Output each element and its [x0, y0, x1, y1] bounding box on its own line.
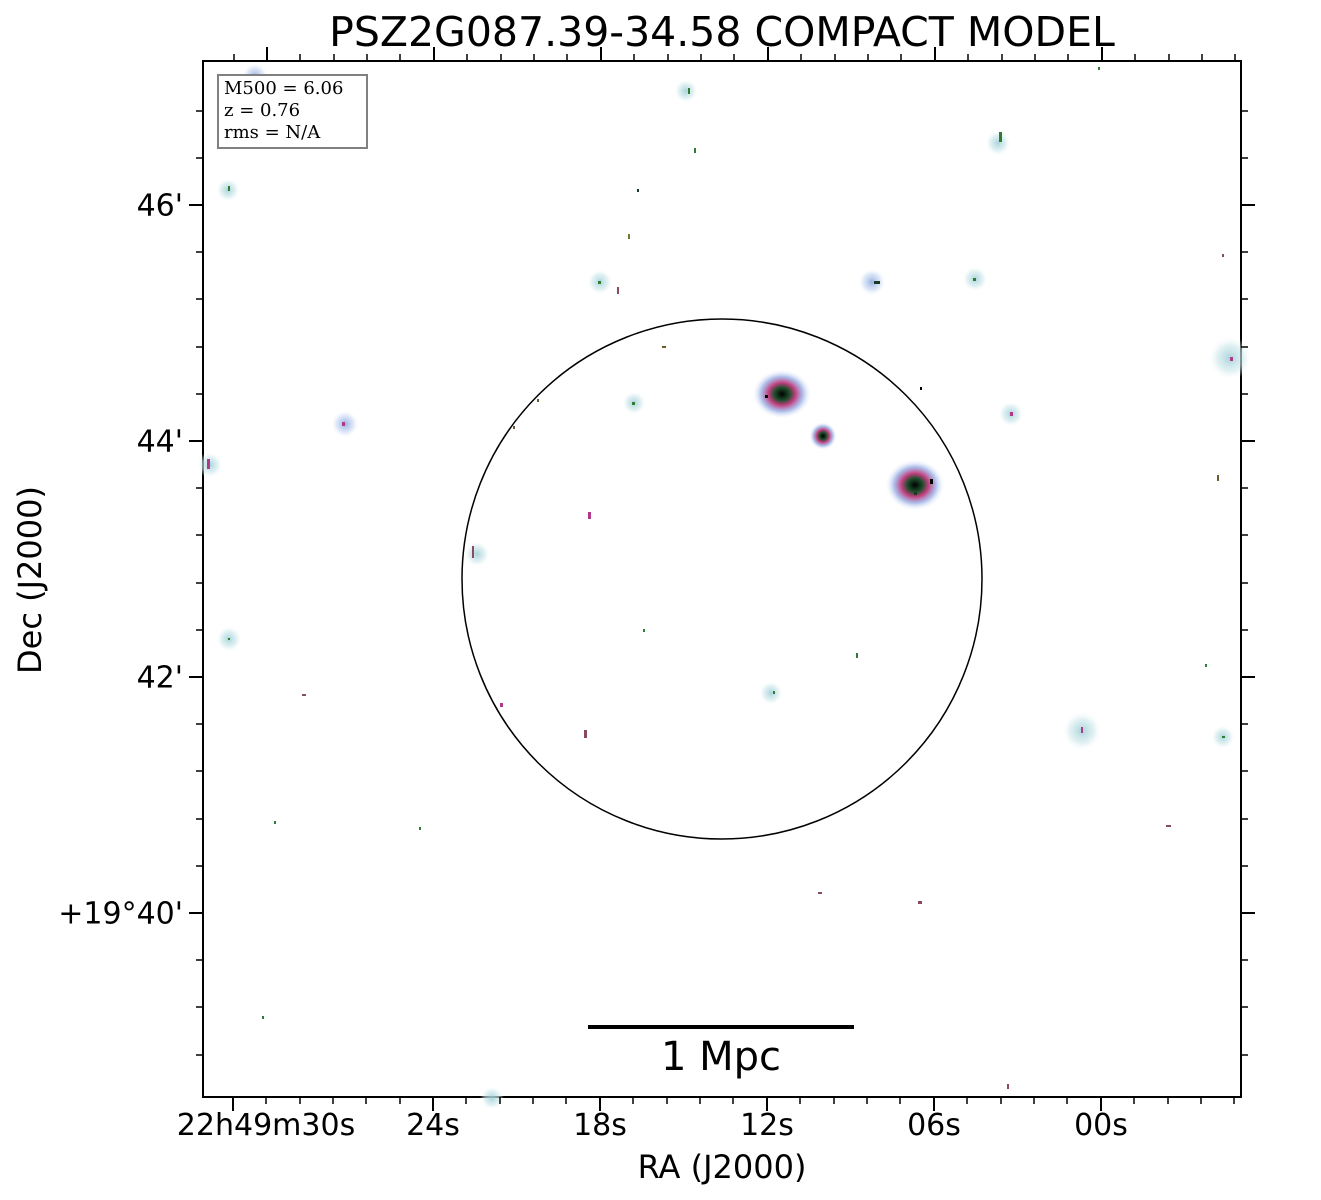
- xtick-label: 22h49m30s: [176, 1108, 356, 1143]
- source-halo: [858, 268, 886, 296]
- xtick-label: 24s: [406, 1108, 460, 1143]
- y-axis-label: Dec (J2000): [11, 486, 49, 674]
- pixel-speckles: [207, 67, 1233, 1089]
- ytick-label: 46': [136, 188, 183, 224]
- xtick-label: 12s: [740, 1108, 794, 1143]
- bright-sources: [752, 369, 945, 511]
- xtick-label: 18s: [573, 1108, 627, 1143]
- minor-ticks: [196, 54, 1248, 1104]
- source-halo: [985, 130, 1011, 156]
- bright-source: [885, 459, 945, 511]
- ytick-label: 44': [136, 424, 183, 460]
- source-halo: [464, 541, 490, 567]
- bright-source: [809, 422, 837, 450]
- aperture-circle: [461, 318, 983, 840]
- rms-label: rms = N/A: [224, 122, 321, 143]
- bright-source: [752, 369, 812, 419]
- axis-ticks: [189, 47, 1255, 1111]
- cluster-info-box: M500 = 6.06 z = 0.76 rms = N/A: [217, 74, 368, 149]
- mass-label: M500 = 6.06: [224, 78, 344, 99]
- image-panel[interactable]: [202, 60, 1242, 1098]
- ytick-label: +19°40': [58, 896, 183, 932]
- xtick-label: 06s: [907, 1108, 961, 1143]
- source-halo: [759, 681, 783, 705]
- source-halo: [480, 1086, 504, 1110]
- source-halos: [197, 63, 1252, 1110]
- redshift-label: z = 0.76: [224, 100, 301, 121]
- x-axis-label: RA (J2000): [637, 1148, 807, 1186]
- scale-bar-label: 1 Mpc: [660, 1034, 782, 1080]
- source-halo: [674, 79, 698, 103]
- ytick-label: 42': [136, 660, 183, 696]
- plot-title: PSZ2G087.39-34.58 COMPACT MODEL: [329, 8, 1115, 56]
- scale-bar: [588, 1025, 854, 1029]
- xtick-label: 00s: [1074, 1108, 1128, 1143]
